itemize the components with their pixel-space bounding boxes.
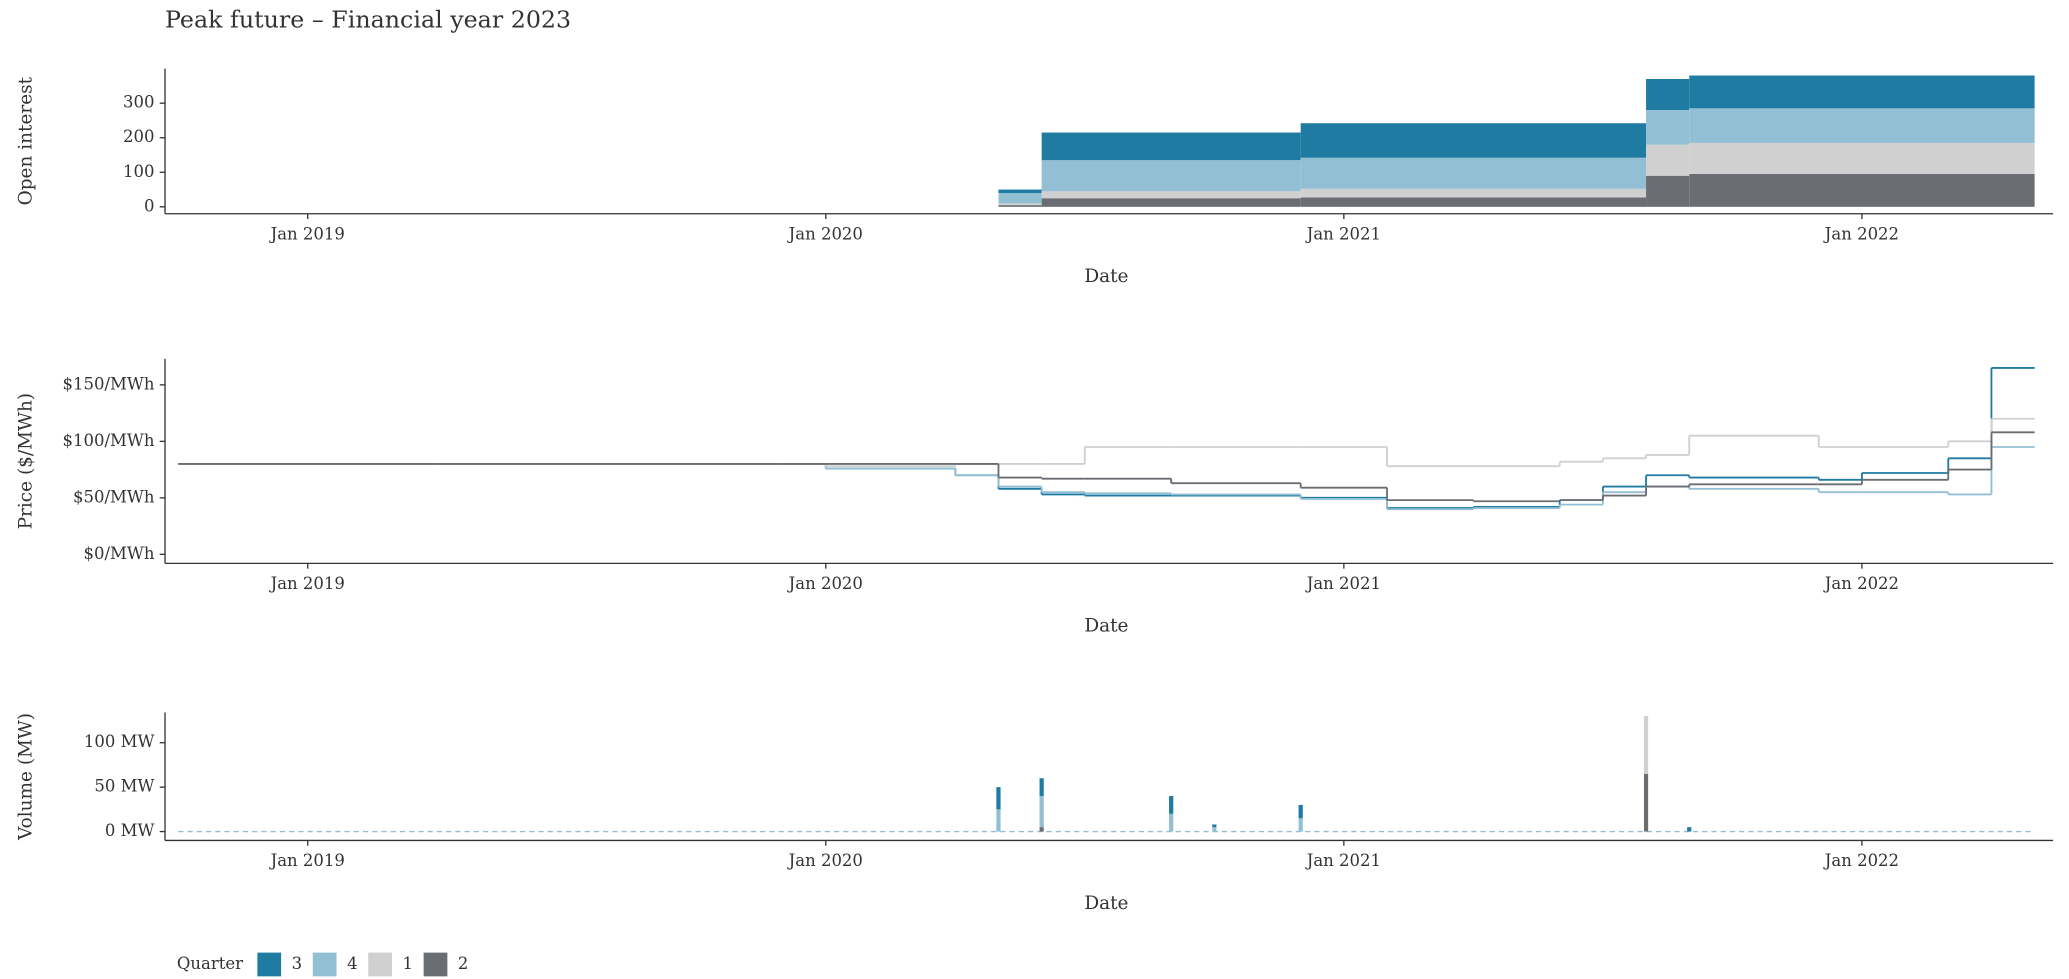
bar (1212, 824, 1217, 828)
legend-title: Quarter (177, 954, 243, 973)
area-step (1041, 191, 1301, 199)
area-step (1041, 160, 1301, 192)
x-tick-label: Jan 2021 (1305, 224, 1381, 243)
bar (1039, 796, 1044, 828)
bar (1169, 813, 1174, 832)
y-tick-label: 0 (144, 196, 155, 215)
x-tick-label: Jan 2022 (1823, 851, 1899, 870)
x-tick-label: Jan 2019 (269, 574, 345, 593)
legend-swatch (368, 952, 392, 977)
area-step (998, 189, 1042, 194)
y-tick-label: $150/MWh (63, 374, 155, 393)
x-tick-label: Jan 2021 (1305, 574, 1381, 593)
area-step (1689, 108, 2035, 143)
bar (996, 809, 1001, 832)
legend-label: 2 (458, 954, 469, 973)
y-tick-label: $50/MWh (73, 487, 155, 506)
bar (1643, 716, 1649, 774)
bar (1298, 804, 1303, 819)
area-step (1300, 188, 1647, 198)
area-step (1041, 198, 1301, 207)
legend-swatch (257, 952, 282, 977)
bar (1687, 827, 1692, 832)
area-step (1041, 132, 1301, 161)
area-step (998, 193, 1042, 204)
legend-label: 1 (403, 954, 414, 973)
area-step (1300, 123, 1647, 158)
y-tick-label: $0/MWh (83, 544, 154, 563)
area-step (1646, 110, 1690, 145)
bar (1643, 773, 1649, 832)
legend-label: 3 (292, 954, 302, 973)
y-tick-label: 0 MW (105, 821, 155, 840)
y-tick-label: 200 (123, 127, 154, 146)
x-axis-title: Date (1084, 616, 1128, 637)
area-step (1689, 142, 2035, 175)
y-axis-title: Price ($/MWh) (15, 393, 36, 529)
y-tick-label: 300 (123, 93, 154, 112)
area-step (998, 203, 1042, 206)
y-tick-label: 100 (123, 162, 154, 181)
x-tick-label: Jan 2019 (269, 851, 345, 870)
bar (1039, 827, 1044, 832)
area-step (998, 205, 1042, 207)
legend-label: 4 (347, 954, 358, 973)
area-step (1300, 197, 1647, 207)
y-tick-label: 100 MW (84, 732, 155, 751)
area-step (1689, 174, 2035, 207)
bar (1169, 796, 1174, 814)
area-step (1689, 75, 2035, 109)
y-axis-title: Volume (MW) (15, 713, 36, 841)
x-tick-label: Jan 2022 (1823, 574, 1899, 593)
area-step (1300, 157, 1647, 189)
x-axis-title: Date (1084, 893, 1128, 914)
x-tick-label: Jan 2021 (1305, 851, 1381, 870)
y-tick-label: $100/MWh (63, 431, 155, 450)
x-tick-label: Jan 2022 (1823, 224, 1899, 243)
bar (1212, 827, 1217, 832)
x-tick-label: Jan 2020 (787, 574, 863, 593)
y-tick-label: 50 MW (94, 777, 154, 796)
x-axis-title: Date (1084, 266, 1128, 287)
x-tick-label: Jan 2019 (269, 224, 345, 243)
area-step (1646, 175, 1690, 207)
y-axis-title: Open interest (15, 76, 36, 205)
area-step (1646, 78, 1690, 111)
bar (1298, 818, 1303, 832)
x-tick-label: Jan 2020 (787, 851, 863, 870)
area-step (1646, 144, 1690, 176)
legend-swatch (423, 952, 448, 977)
chart-title: Peak future – Financial year 2023 (165, 6, 571, 34)
bar (1039, 778, 1044, 797)
bar (996, 787, 1001, 810)
legend-swatch (312, 952, 337, 977)
x-tick-label: Jan 2020 (787, 224, 863, 243)
